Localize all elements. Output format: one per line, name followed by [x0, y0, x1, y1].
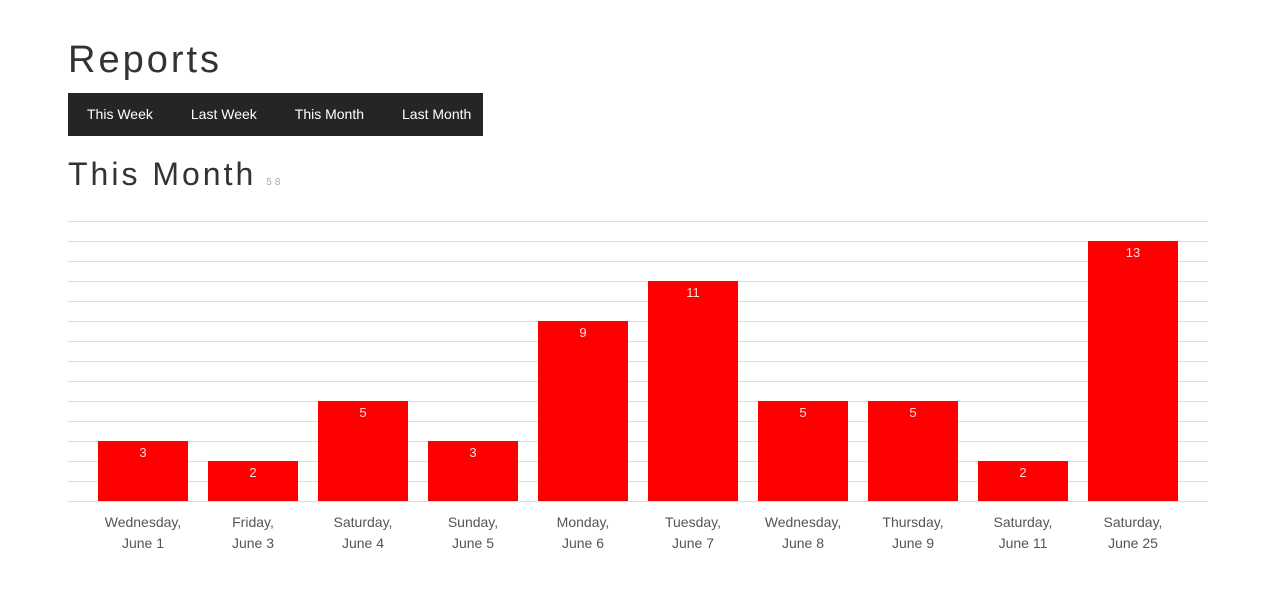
- bar[interactable]: [648, 281, 738, 501]
- bar-value-label: 5: [359, 405, 366, 420]
- tab-last-week[interactable]: Last Week: [190, 106, 257, 122]
- bar[interactable]: [538, 321, 628, 501]
- section-heading: This Month 58: [68, 152, 283, 196]
- bar[interactable]: [98, 441, 188, 501]
- x-tick-label: Monday,: [557, 514, 610, 530]
- bar-value-label: 5: [799, 405, 806, 420]
- x-tick-label: June 4: [342, 535, 384, 551]
- bar[interactable]: [318, 401, 408, 501]
- bar[interactable]: [1088, 241, 1178, 501]
- x-tick-label: June 1: [122, 535, 164, 551]
- x-tick-label: Friday,: [232, 514, 274, 530]
- x-tick-label: Wednesday,: [105, 514, 182, 530]
- x-tick-label: June 6: [562, 535, 604, 551]
- bar-value-label: 3: [139, 445, 146, 460]
- bar[interactable]: [208, 461, 298, 501]
- bar-value-label: 2: [1019, 465, 1026, 480]
- x-tick-label: June 3: [232, 535, 274, 551]
- bar[interactable]: [978, 461, 1068, 501]
- bar[interactable]: [428, 441, 518, 501]
- bar-value-label: 5: [909, 405, 916, 420]
- bar[interactable]: [758, 401, 848, 501]
- tab-this-month[interactable]: This Month: [294, 106, 365, 122]
- x-tick-label: June 11: [999, 535, 1048, 551]
- bar[interactable]: [868, 401, 958, 501]
- x-tick-label: Saturday,: [334, 514, 393, 530]
- x-tick-label: June 25: [1108, 535, 1158, 551]
- bar-value-label: 9: [579, 325, 586, 340]
- x-tick-label: Tuesday,: [665, 514, 721, 530]
- x-tick-label: Saturday,: [1104, 514, 1163, 530]
- bar-value-label: 3: [469, 445, 476, 460]
- page-title: Reports: [68, 39, 223, 81]
- x-tick-label: June 5: [452, 535, 494, 551]
- tab-this-week[interactable]: This Week: [87, 106, 153, 122]
- tab-last-month[interactable]: Last Month: [402, 106, 472, 122]
- x-tick-label: June 8: [782, 535, 824, 551]
- bar-value-label: 2: [249, 465, 256, 480]
- x-tick-label: Sunday,: [448, 514, 498, 530]
- x-tick-label: June 9: [892, 535, 934, 551]
- x-tick-label: Saturday,: [994, 514, 1053, 530]
- bar-value-label: 11: [686, 285, 700, 300]
- x-tick-label: Wednesday,: [765, 514, 842, 530]
- section-total: 58: [266, 177, 284, 188]
- report-period-tabs: This Week Last Week This Month Last Mont…: [68, 93, 483, 136]
- x-tick-label: June 7: [672, 535, 714, 551]
- x-tick-label: Thursday,: [882, 514, 943, 530]
- gridlines: [68, 221, 1208, 502]
- section-title: This Month: [68, 156, 257, 192]
- bar-value-label: 13: [1126, 245, 1140, 260]
